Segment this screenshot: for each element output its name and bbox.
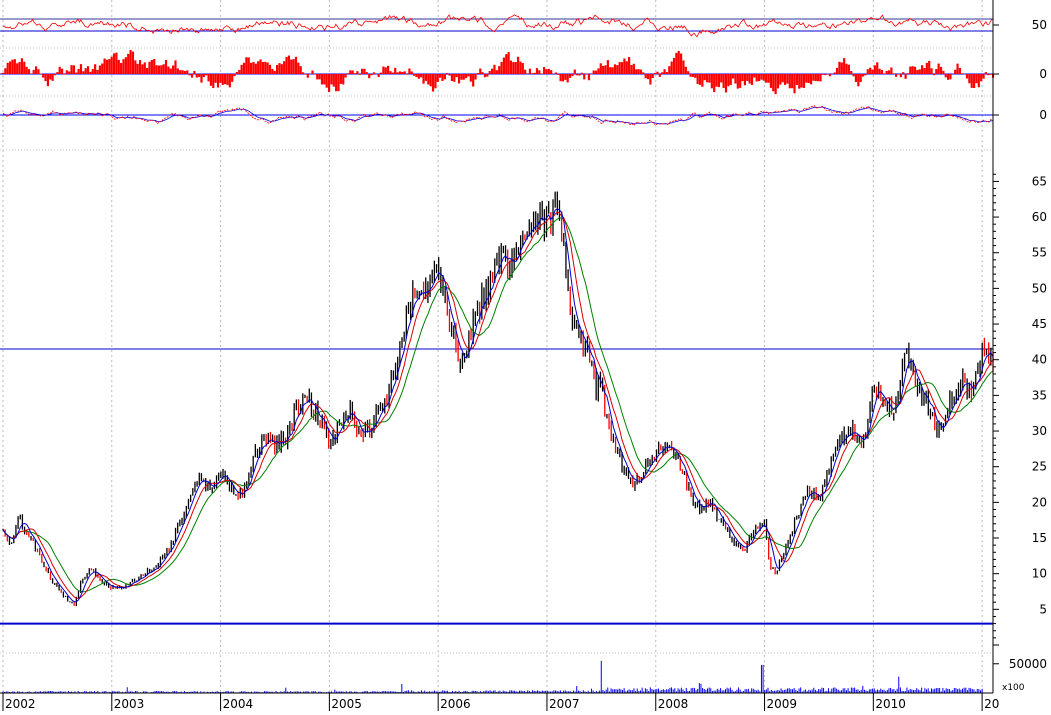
momentum-panel: 0: [0, 105, 1047, 127]
y-tick-label: 25: [1032, 460, 1047, 474]
volume-tick-label: 50000: [1009, 657, 1047, 671]
y-tick-label: 40: [1032, 353, 1047, 367]
x-tick-label: 2008: [658, 697, 689, 711]
y-tick-label: 55: [1032, 246, 1047, 260]
x-tick-label: 2005: [331, 697, 362, 711]
x-tick-label: 2009: [767, 697, 798, 711]
momentum-line: [2, 105, 994, 127]
x-tick-label: 2007: [549, 697, 580, 711]
price-panel: [2, 191, 994, 607]
y-tick-label: 50: [1032, 281, 1047, 295]
oscillator-line: [2, 14, 994, 38]
x-tick-label: 2004: [223, 697, 254, 711]
y-tick-label: 35: [1032, 388, 1047, 402]
ma-mid-line: [2, 211, 994, 600]
ma-long-line: [2, 217, 994, 593]
y-tick-label: 65: [1032, 174, 1047, 188]
x-tick-label: 2002: [5, 697, 36, 711]
x-tick-label: 20: [984, 697, 999, 711]
y-tick-label: 10: [1032, 567, 1047, 581]
x-tick-label: 2010: [875, 697, 906, 711]
momentum-signal-line: [3, 106, 994, 125]
y-tick-label: 5: [1039, 602, 1047, 616]
y-tick-label: 20: [1032, 495, 1047, 509]
y-tick-label: 45: [1032, 317, 1047, 331]
y-tick-label: 60: [1032, 210, 1047, 224]
oscillator-tick-label: 50: [1032, 18, 1047, 32]
y-tick-label: 15: [1032, 531, 1047, 545]
oscillator-panel: 50: [0, 14, 1047, 38]
ma-short-line: [2, 208, 994, 603]
histogram-tick-label: 0: [1039, 67, 1047, 81]
volume-multiplier-label: x100: [1002, 683, 1025, 693]
x-tick-label: 2003: [114, 697, 145, 711]
histogram-panel: 0: [0, 50, 1047, 95]
y-tick-label: 30: [1032, 424, 1047, 438]
x-tick-label: 2006: [440, 697, 471, 711]
momentum-tick-label: 0: [1039, 108, 1047, 122]
